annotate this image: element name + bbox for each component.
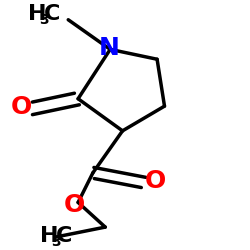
- Text: O: O: [64, 193, 85, 217]
- Text: 3: 3: [39, 13, 49, 27]
- Text: C: C: [44, 4, 60, 24]
- Text: H: H: [28, 4, 46, 24]
- Text: O: O: [145, 170, 167, 194]
- Text: N: N: [98, 36, 119, 60]
- Text: C: C: [56, 226, 73, 246]
- Text: H: H: [40, 226, 59, 246]
- Text: O: O: [11, 96, 32, 120]
- Text: 3: 3: [52, 235, 61, 249]
